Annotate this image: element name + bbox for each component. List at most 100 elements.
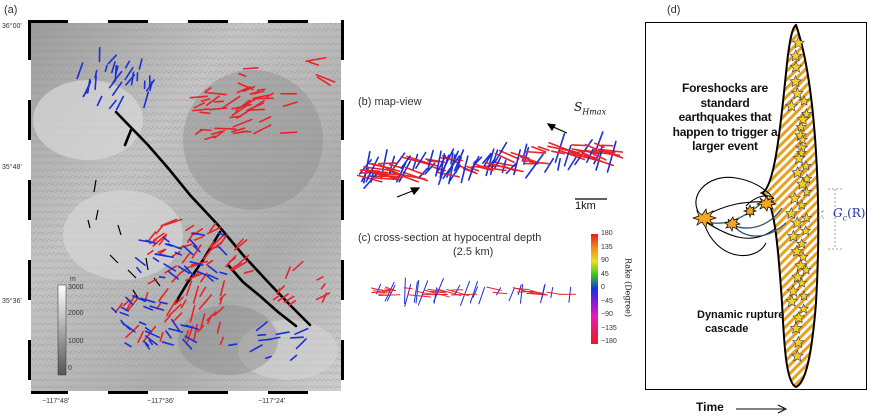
star-icon (801, 186, 813, 197)
star-icon (797, 134, 809, 145)
red-fault-segment (320, 283, 326, 290)
red-fault-segment (242, 66, 259, 70)
colorbar-ticks: 180 135 90 45 0 −45 −90 −135 −180 (601, 230, 627, 350)
blue-fault-segment (161, 341, 175, 346)
panel-d-label: (d) (667, 4, 681, 16)
red-fault-segment (147, 249, 154, 256)
blue-fault-segment (294, 327, 309, 335)
red-fault-segment (425, 158, 445, 163)
red-fault-segment (232, 260, 249, 271)
red-fault-segment (371, 176, 401, 181)
blue-fault-segment (130, 71, 135, 86)
star-icon (801, 212, 813, 223)
blue-fault-segment (442, 155, 461, 179)
red-fault-segment (277, 293, 289, 302)
fault-map (28, 20, 344, 394)
colorbar-tick: −180 (601, 338, 617, 345)
red-fault-segment (168, 303, 182, 317)
red-fault-segment (384, 288, 396, 292)
star-icon (800, 264, 812, 275)
blue-fault-segment (467, 160, 477, 181)
blue-fault-segment (143, 305, 154, 311)
red-fault-segment (407, 294, 431, 298)
blue-fault-segment (398, 160, 412, 183)
red-fault-segment (171, 270, 183, 283)
elevation-unit: m (70, 276, 76, 283)
elevation-tick: 1000 (68, 338, 84, 345)
red-fault-segment (266, 92, 274, 98)
blue-fault-segment (182, 245, 194, 256)
colorbar-title: Rake (Degree) (623, 258, 633, 317)
blue-fault-segment (400, 155, 412, 170)
red-fault-segment (256, 88, 266, 91)
star-icon (800, 225, 812, 236)
blue-fault-segment (143, 340, 150, 347)
gc-argument: (R) (847, 206, 866, 220)
red-fault-segment (423, 292, 436, 295)
red-fault-segment (185, 224, 195, 232)
colorbar-tick: −45 (601, 297, 613, 305)
red-fault-segment (283, 295, 295, 304)
blue-fault-segment (138, 58, 143, 70)
blue-fault-segment (120, 319, 125, 326)
colorbar-tick: −135 (601, 324, 617, 332)
star-icon (789, 321, 803, 334)
schematic-svg (691, 23, 842, 389)
red-fault-segment (282, 101, 298, 108)
red-fault-segment (593, 142, 605, 149)
time-arrow-icon (734, 402, 790, 414)
red-fault-segment (249, 90, 260, 96)
blue-fault-segment (119, 311, 129, 317)
red-fault-segment (404, 166, 425, 176)
lat-tick: 35°36' (2, 298, 22, 305)
blue-fault-segment (107, 54, 117, 65)
blue-fault-segment (264, 355, 272, 360)
blue-fault-segment (124, 66, 134, 81)
gc-bracket (818, 188, 842, 250)
blue-fault-segment (257, 333, 267, 337)
blue-fault-segment (255, 321, 268, 332)
red-fault-segment (191, 244, 202, 259)
elevation-tick: 2000 (68, 310, 84, 317)
red-fault-segment (219, 280, 226, 297)
red-fault-segment (236, 238, 244, 247)
red-fault-segment (213, 129, 226, 139)
elevation-tick: 3000 (68, 284, 84, 291)
blue-fault-segment (195, 232, 206, 237)
blue-fault-segment (138, 321, 147, 326)
panel-c-label: (c) cross-section at hypocentral depth (358, 232, 542, 244)
blue-fault-segment (144, 343, 151, 350)
red-fault-segment (194, 128, 204, 135)
red-fault-segment (225, 254, 237, 268)
red-fault-segment (164, 315, 171, 323)
red-fault-segment (427, 288, 447, 293)
star-icon (796, 112, 810, 126)
blue-fault-segment (149, 80, 153, 92)
red-fault-segment (243, 269, 254, 274)
blue-fault-segment (508, 288, 515, 302)
red-fault-segment (450, 293, 478, 296)
gc-symbol: G (833, 206, 843, 220)
panel-c-sublabel: (2.5 km) (453, 246, 494, 258)
blue-fault-segment (96, 95, 103, 107)
red-fault-segment (160, 218, 178, 227)
blue-fault-segment (167, 270, 179, 280)
red-fault-segment (531, 145, 547, 153)
red-fault-segment (219, 293, 227, 300)
blue-fault-segment (124, 342, 132, 348)
blue-fault-segment (289, 336, 305, 339)
red-fault-segment (321, 292, 328, 303)
red-fault-segment (148, 231, 157, 241)
blue-fault-segment (207, 265, 218, 274)
red-fault-segment (199, 111, 211, 115)
blue-fault-segment (104, 64, 108, 72)
blue-fault-segment (427, 149, 434, 171)
star-icon (798, 303, 810, 314)
foreshock-text-line: standard (700, 95, 750, 110)
map-frame-right (341, 20, 344, 394)
red-fault-segment (192, 285, 200, 304)
foreshock-text-line: earthquakes that (678, 110, 772, 125)
blue-fault-segment (485, 148, 495, 177)
red-fault-segment (584, 143, 597, 150)
red-fault-segment (356, 174, 383, 183)
